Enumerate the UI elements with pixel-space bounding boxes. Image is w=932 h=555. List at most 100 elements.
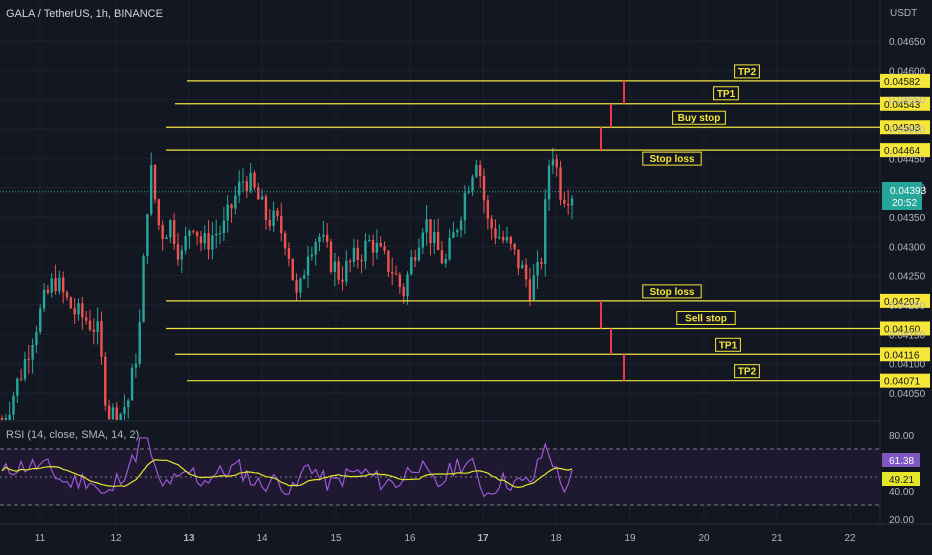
candle-body xyxy=(16,378,19,396)
candle-body xyxy=(237,181,241,196)
price-tick-label: 0.04350 xyxy=(889,213,926,224)
candle-body xyxy=(528,279,532,300)
level-price-label: 0.04503 xyxy=(884,123,921,134)
level-label-box xyxy=(734,364,760,379)
candle-body xyxy=(521,264,524,269)
last-price-tag: 0.04393 20:52 xyxy=(882,182,927,210)
candle-body xyxy=(81,303,84,318)
candle-body xyxy=(482,176,486,201)
level-label: TP2 xyxy=(738,367,757,378)
candle-body xyxy=(134,363,138,368)
candle-body xyxy=(566,203,570,206)
rsi-sma-value: 49.21 xyxy=(889,475,914,486)
candle-body xyxy=(69,297,73,309)
candlestick-series xyxy=(0,147,574,420)
candle-body xyxy=(402,287,405,297)
candle-body xyxy=(107,405,111,419)
level-label-box xyxy=(672,110,726,125)
candle-body xyxy=(184,236,187,251)
time-tick-label: 18 xyxy=(550,533,562,544)
candle-body xyxy=(322,234,325,237)
level-price-tag xyxy=(880,373,930,388)
price-tick-label: 0.04100 xyxy=(889,360,926,371)
price-tick-label: 0.04450 xyxy=(889,154,926,165)
candle-body xyxy=(551,159,555,166)
price-tick-label: 0.04300 xyxy=(889,242,926,253)
level-price-tag xyxy=(880,321,930,336)
candle-body xyxy=(23,358,27,380)
level-price-tag xyxy=(880,96,930,111)
candle-body xyxy=(123,407,126,414)
candle-body xyxy=(570,198,574,206)
candle-body xyxy=(368,239,371,241)
candle-body xyxy=(226,204,229,221)
time-tick-label: 13 xyxy=(183,533,195,544)
level-price-label: 0.04207 xyxy=(884,297,921,308)
time-tick-label: 20 xyxy=(698,533,710,544)
candle-body xyxy=(394,273,398,275)
candle-body xyxy=(12,395,15,415)
chart-title: GALA / TetherUS, 1h, BINANCE xyxy=(6,8,163,20)
level-price-label: 0.04543 xyxy=(884,100,921,111)
candle-body xyxy=(475,164,478,177)
candle-body xyxy=(410,257,413,275)
candle-body xyxy=(413,257,417,261)
time-tick-label: 22 xyxy=(844,533,856,544)
candle-body xyxy=(517,249,520,269)
price-tick-label: 0.04150 xyxy=(889,330,926,341)
candle-body xyxy=(234,195,237,209)
candle-body xyxy=(559,167,562,200)
candle-body xyxy=(356,247,359,261)
candle-body xyxy=(310,254,314,257)
candle-body xyxy=(119,413,122,420)
time-tick-label: 17 xyxy=(477,533,489,544)
level-label: Stop loss xyxy=(649,287,694,298)
level-price-label: 0.04071 xyxy=(884,377,921,388)
candle-body xyxy=(555,159,558,168)
candle-body xyxy=(532,275,535,300)
candle-body xyxy=(509,237,512,244)
level-price-tag xyxy=(880,120,930,135)
level-price-tag xyxy=(880,347,930,362)
rsi-line xyxy=(1,437,573,498)
time-tick-label: 14 xyxy=(256,533,268,544)
last-price-countdown: 20:52 xyxy=(892,198,917,209)
candle-body xyxy=(280,215,283,234)
candle-body xyxy=(111,407,115,419)
candle-body xyxy=(544,199,547,264)
candle-body xyxy=(456,230,459,233)
price-tick-label: 0.04250 xyxy=(889,272,926,283)
candle-body xyxy=(65,292,69,298)
price-tick-label: 0.04550 xyxy=(889,96,926,107)
candle-body xyxy=(463,192,467,221)
candle-body xyxy=(88,320,92,330)
currency-label: USDT xyxy=(890,8,917,19)
price-tick-label: 0.04050 xyxy=(889,389,926,400)
candle-body xyxy=(547,165,551,200)
level-price-tag xyxy=(880,143,930,158)
price-tick-label: 0.04650 xyxy=(889,37,926,48)
candle-body xyxy=(77,303,80,315)
candle-body xyxy=(8,414,11,420)
level-price-label: 0.04582 xyxy=(884,77,921,88)
candle-body xyxy=(375,242,379,253)
candle-body xyxy=(287,248,291,259)
last-price-value: 0.04393 xyxy=(890,186,927,197)
candle-body xyxy=(325,234,329,242)
candle-body xyxy=(180,250,183,260)
candle-body xyxy=(348,260,352,262)
candle-body xyxy=(417,247,421,261)
candle-body xyxy=(295,280,298,293)
candle-body xyxy=(138,322,141,364)
candle-body xyxy=(421,232,425,248)
level-label-box xyxy=(642,151,702,166)
candle-body xyxy=(391,271,394,274)
candle-body xyxy=(31,344,34,360)
candle-body xyxy=(276,210,279,216)
candle-body xyxy=(459,220,463,231)
rsi-label: RSI (14, close, SMA, 14, 2) xyxy=(6,429,139,441)
level-price-label: 0.04160 xyxy=(884,324,921,335)
candle-body xyxy=(165,237,168,240)
